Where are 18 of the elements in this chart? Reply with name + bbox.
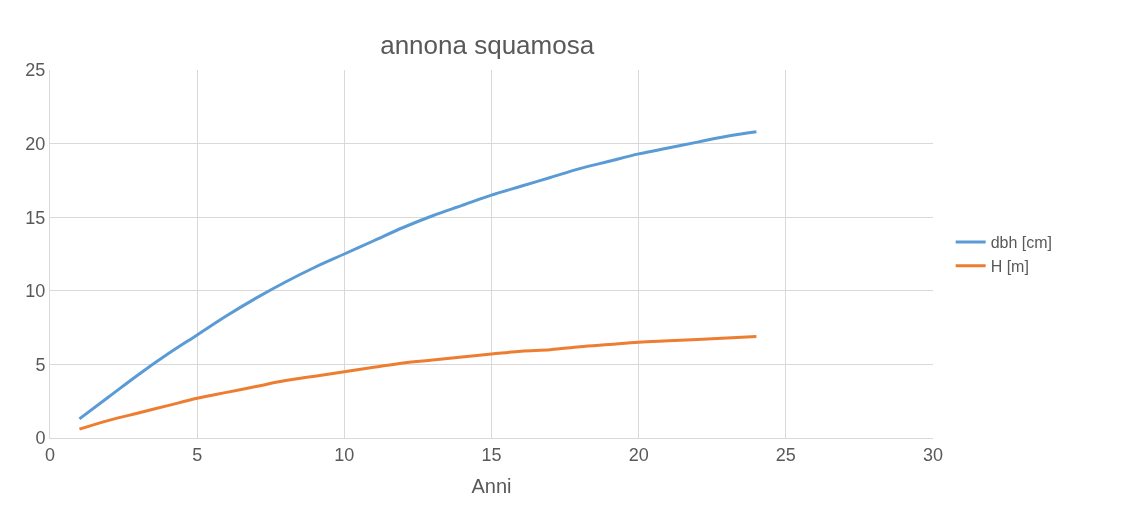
y-tick-label: 25 xyxy=(25,60,46,81)
chart-title: annona squamosa xyxy=(380,29,595,60)
x-tick-label: 10 xyxy=(334,444,355,465)
x-tick-label: 30 xyxy=(922,444,944,465)
line-series xyxy=(77,130,758,421)
y-tick-label: 0 xyxy=(35,428,46,449)
x-tick-label: 5 xyxy=(192,444,203,465)
y-tick-label: 20 xyxy=(25,133,46,154)
y-tick-label: 15 xyxy=(25,207,46,228)
line-series xyxy=(77,334,758,431)
x-tick-label: 20 xyxy=(628,444,649,465)
y-tick-label: 10 xyxy=(25,281,46,302)
legend-label: dbh [cm] xyxy=(990,234,1053,252)
x-tick-label: 25 xyxy=(775,444,796,465)
x-tick-label: 15 xyxy=(481,444,502,465)
y-tick-label: 5 xyxy=(35,354,46,375)
x-axis-title: Anni xyxy=(471,475,512,498)
legend-label: H [m] xyxy=(990,257,1029,275)
